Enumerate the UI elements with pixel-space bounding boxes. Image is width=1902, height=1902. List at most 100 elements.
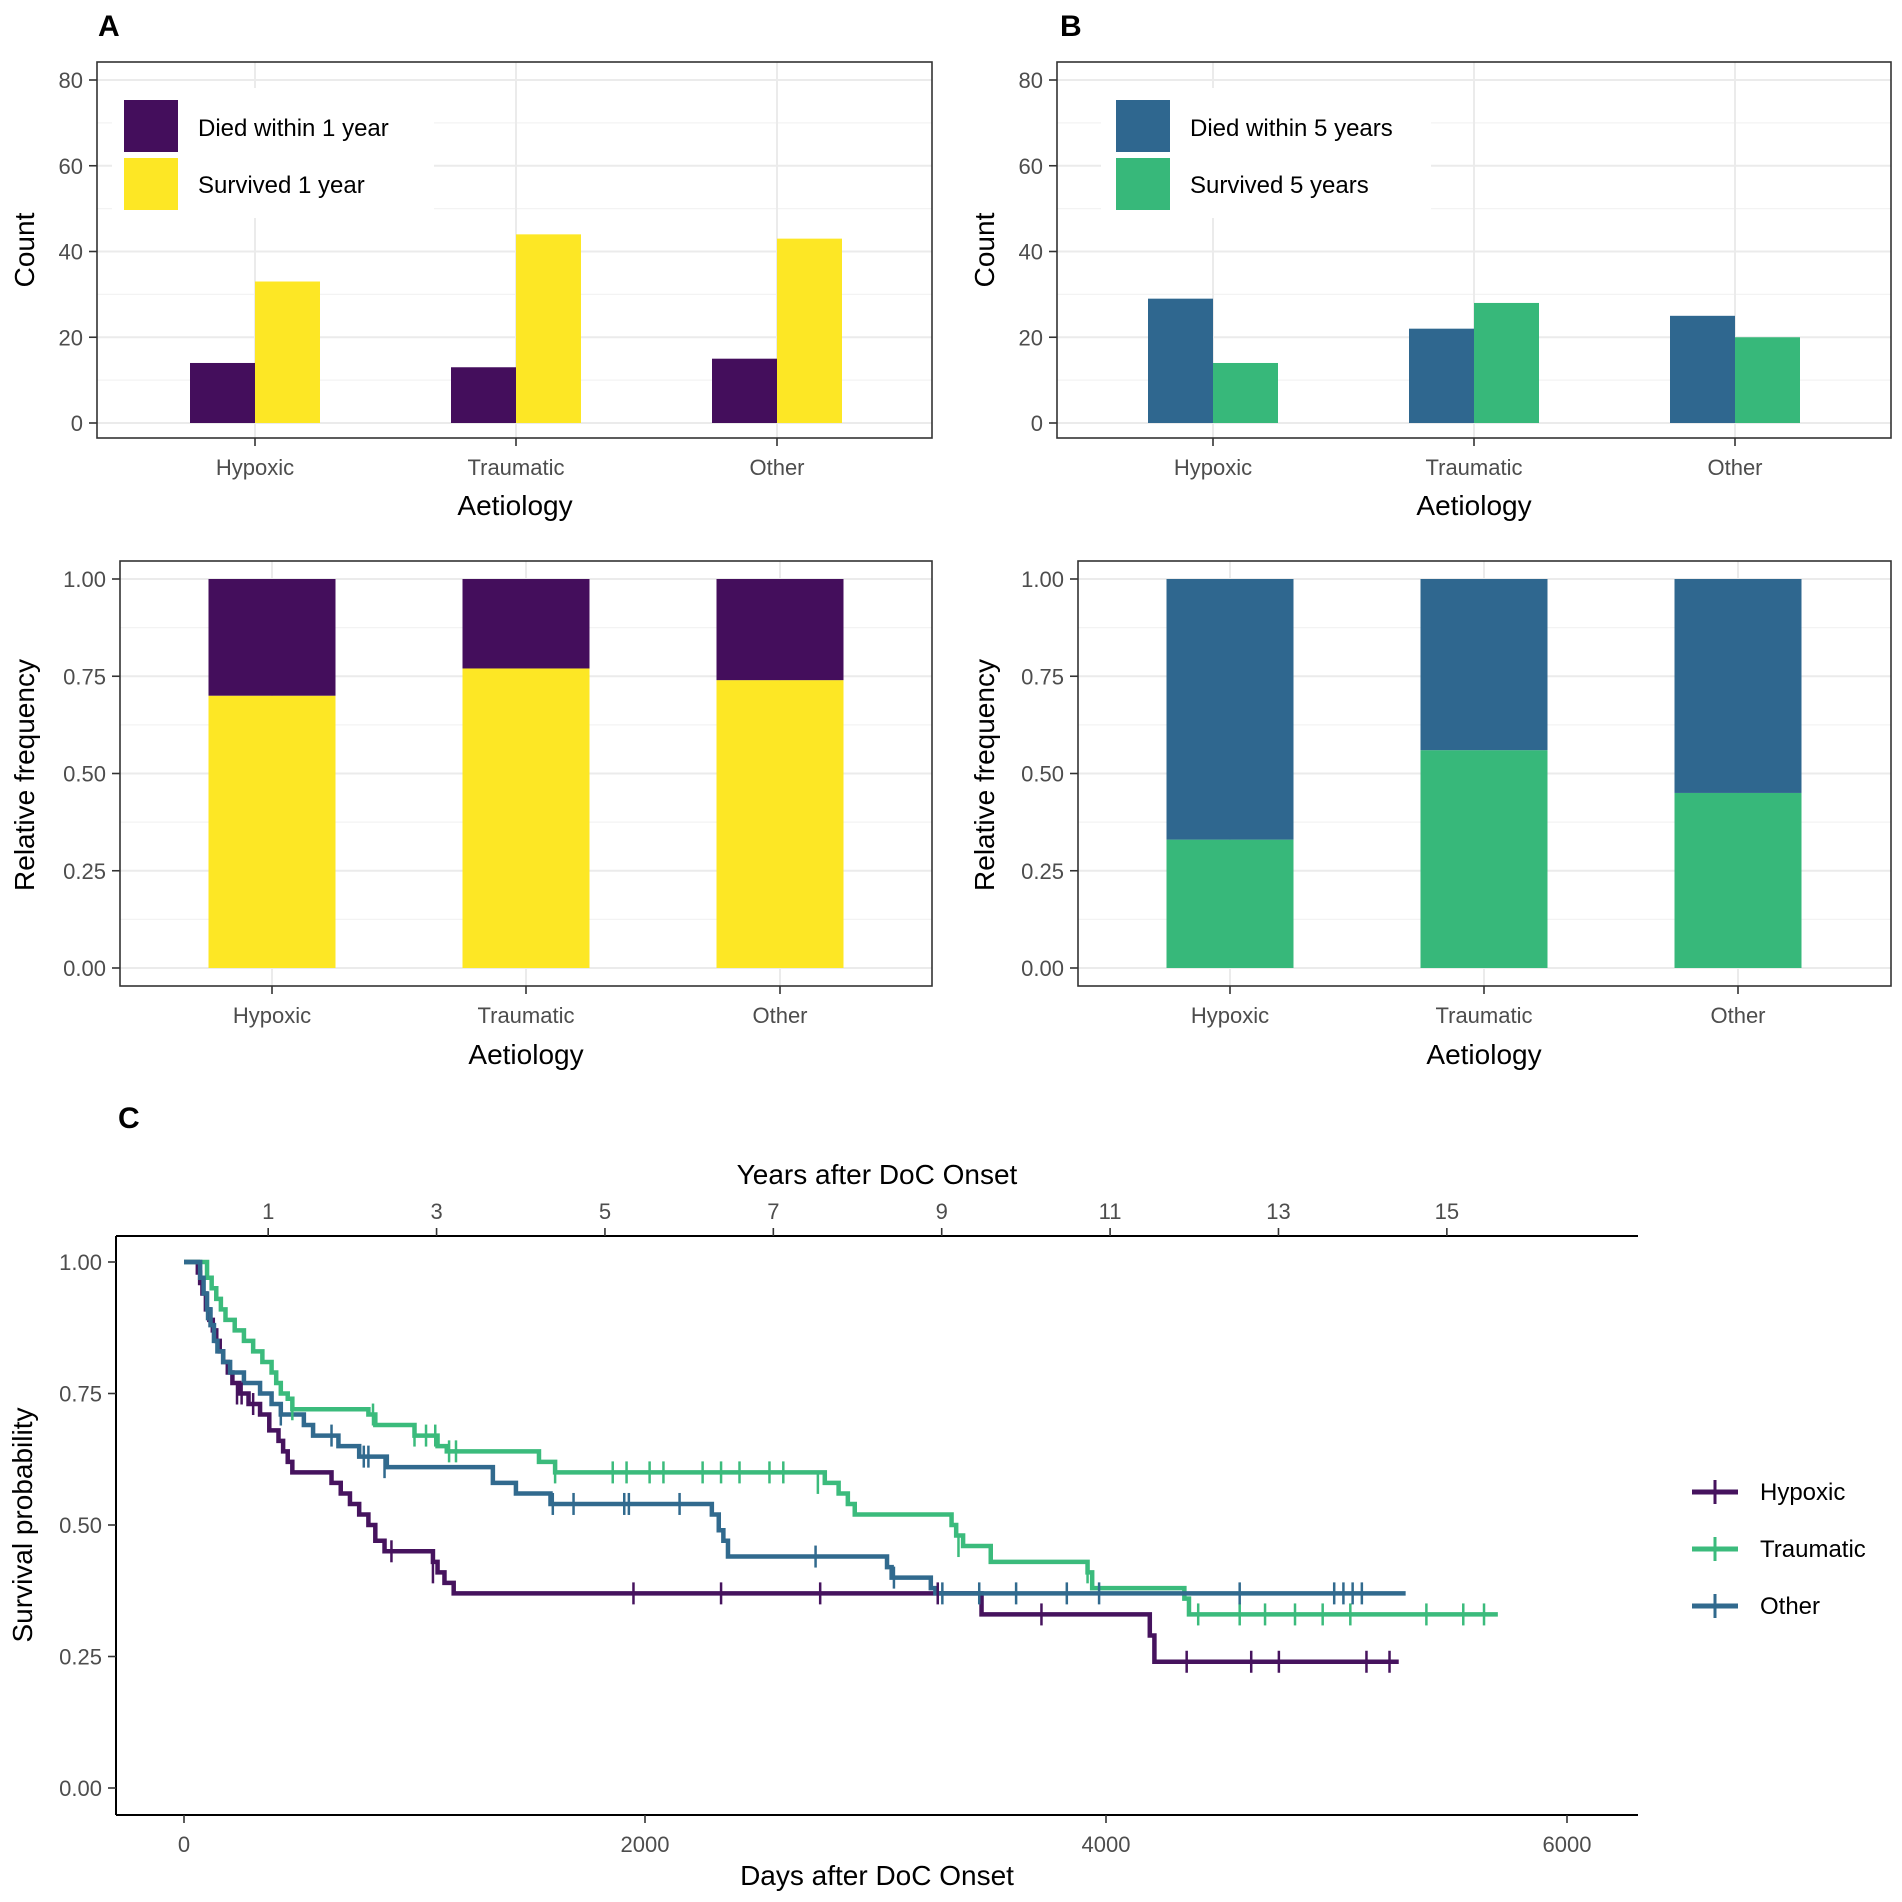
legend-key-died	[1116, 100, 1170, 152]
y-axis-title: Survival probability	[7, 1408, 38, 1643]
x-tick-label: Traumatic	[468, 455, 565, 480]
x2-tick-label: 13	[1266, 1199, 1290, 1224]
x2-tick-label: 5	[599, 1199, 611, 1224]
bar-hypoxic-survived	[1213, 362, 1278, 423]
x-axis: Hypoxic Traumatic Other	[216, 438, 805, 480]
bar-other-died	[712, 358, 777, 423]
legend-label-survived: Survived 5 years	[1190, 172, 1369, 199]
y-axis: 0.00 0.25 0.50 0.75 1.00	[59, 1250, 116, 1801]
panel-letter-a: A	[98, 10, 120, 43]
x-tick-label: 2000	[621, 1832, 670, 1857]
panel-letter-b: B	[1060, 10, 1082, 43]
secondary-x-axis: 1 3 5 7 9 11 13 15	[262, 1199, 1459, 1236]
bar-traumatic-died	[462, 579, 590, 669]
y-tick-label: 40	[1019, 240, 1043, 265]
bar-other-died	[1674, 579, 1802, 793]
bar-traumatic-survived	[516, 234, 581, 423]
y-tick-label: 0.75	[63, 664, 106, 689]
x-axis-title: Aetiology	[457, 490, 572, 521]
x-tick-label: Other	[1707, 455, 1762, 480]
y-tick-label: 80	[59, 68, 83, 93]
bars	[1148, 298, 1800, 423]
bar-hypoxic-survived	[1166, 839, 1294, 968]
bar-other-survived	[716, 680, 844, 968]
bar-other-survived	[777, 238, 842, 423]
legend-item-hypoxic: Hypoxic	[1692, 1479, 1845, 1506]
bars	[190, 234, 842, 423]
chart-a-count: 0 20 40 60 80 Hypoxic Traumatic Other Ae…	[9, 61, 933, 521]
bar-hypoxic-died	[1166, 579, 1294, 840]
survival-curves	[184, 1259, 1498, 1665]
y-tick-label: 0.00	[1021, 956, 1064, 981]
x-tick-label: Hypoxic	[233, 1003, 311, 1028]
bar-other-survived	[1735, 337, 1800, 423]
y-tick-label: 40	[59, 240, 83, 265]
legend-label-died: Died within 5 years	[1190, 115, 1393, 142]
x-tick-label: Traumatic	[1436, 1003, 1533, 1028]
secondary-x-axis-title: Years after DoC Onset	[737, 1159, 1018, 1190]
x-axis: 0 2000 4000 6000	[178, 1815, 1592, 1857]
y-tick-label: 0.50	[59, 1513, 102, 1538]
panel-letter-c: C	[118, 1102, 140, 1135]
bar-traumatic-survived	[1474, 302, 1539, 423]
legend: Hypoxic Traumatic Other	[1692, 1479, 1866, 1620]
x-tick-label: Hypoxic	[1174, 455, 1252, 480]
legend-label-hypoxic: Hypoxic	[1760, 1479, 1845, 1506]
censor-marks	[205, 1298, 1486, 1673]
x2-tick-label: 15	[1435, 1199, 1459, 1224]
y-tick-label: 1.00	[1021, 567, 1064, 592]
legend-item-traumatic: Traumatic	[1692, 1536, 1866, 1563]
survival-curve-traumatic	[184, 1259, 1498, 1617]
bar-other-died	[1670, 315, 1735, 423]
y-tick-label: 0	[71, 411, 83, 436]
chart-b-count: 0 20 40 60 80 Hypoxic Traumatic Other Ae…	[969, 61, 1892, 521]
y-tick-label: 80	[1019, 68, 1043, 93]
x2-tick-label: 1	[262, 1199, 274, 1224]
survival-curve-other	[184, 1259, 1406, 1596]
y-axis-title: Relative frequency	[9, 659, 40, 891]
x-tick-label: Other	[1710, 1003, 1765, 1028]
chart-c-survival: 0.00 0.25 0.50 0.75 1.00 0 2000 4000 600…	[7, 1159, 1866, 1891]
chart-b-relative: 0.00 0.25 0.50 0.75 1.00 Hypoxic Traumat…	[969, 560, 1892, 1070]
bar-hypoxic-died	[1148, 298, 1213, 423]
legend-label-other: Other	[1760, 1593, 1820, 1620]
legend-item-other: Other	[1692, 1593, 1820, 1620]
bar-traumatic-survived	[1420, 750, 1548, 968]
y-axis-title: Count	[9, 212, 40, 287]
x-tick-label: 6000	[1543, 1832, 1592, 1857]
bar-other-survived	[1674, 792, 1802, 968]
y-tick-label: 20	[1019, 325, 1043, 350]
y-tick-label: 0.25	[63, 859, 106, 884]
x2-tick-label: 11	[1099, 1199, 1122, 1224]
legend-key-survived	[1116, 158, 1170, 210]
x2-tick-label: 7	[767, 1199, 779, 1224]
y-tick-label: 0.50	[63, 762, 106, 787]
plot-frame	[96, 61, 933, 439]
y-tick-label: 0.00	[59, 1776, 102, 1801]
y-tick-label: 60	[1019, 154, 1043, 179]
x-axis-title: Aetiology	[468, 1039, 583, 1070]
y-axis: 0 20 40 60 80	[59, 68, 97, 436]
y-tick-label: 1.00	[63, 567, 106, 592]
x-axis: Hypoxic Traumatic Other	[1191, 986, 1766, 1028]
legend: Died within 1 year Survived 1 year	[112, 88, 434, 218]
y-tick-label: 0.50	[1021, 762, 1064, 787]
x-axis: Hypoxic Traumatic Other	[233, 986, 808, 1028]
y-axis: 0.00 0.25 0.50 0.75 1.00	[63, 567, 120, 981]
x-tick-label: Hypoxic	[216, 455, 294, 480]
bars	[1166, 579, 1802, 968]
legend-key-survived	[124, 158, 178, 210]
bar-traumatic-died	[1420, 579, 1548, 751]
x-axis-title: Aetiology	[1426, 1039, 1541, 1070]
legend-label-survived: Survived 1 year	[198, 172, 365, 199]
legend-label-traumatic: Traumatic	[1760, 1536, 1866, 1563]
x-tick-label: Other	[752, 1003, 807, 1028]
y-tick-label: 60	[59, 154, 83, 179]
y-tick-label: 0.00	[63, 956, 106, 981]
y-tick-label: 0.75	[1021, 664, 1064, 689]
survival-curve-hypoxic	[184, 1259, 1399, 1665]
x-axis-title: Days after DoC Onset	[740, 1860, 1014, 1891]
x-tick-label: Hypoxic	[1191, 1003, 1269, 1028]
bar-hypoxic-survived	[208, 695, 336, 968]
y-tick-label: 0.25	[59, 1645, 102, 1670]
